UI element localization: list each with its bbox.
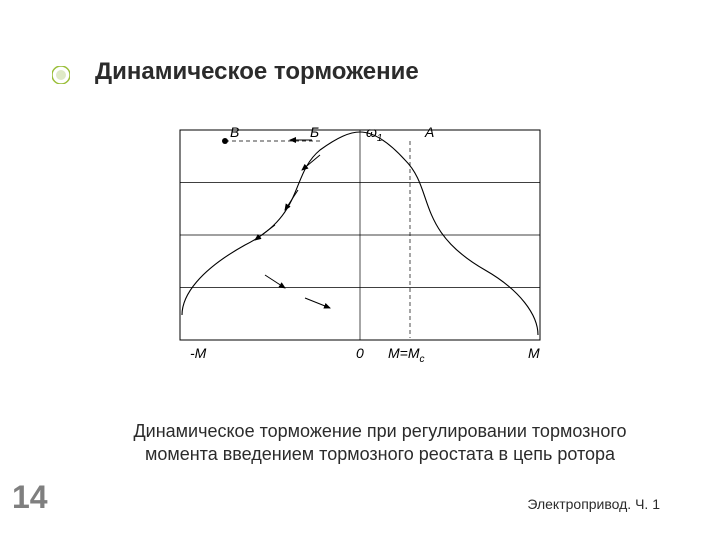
slide-title: Динамическое торможение [95, 58, 419, 86]
diagram-label: -М [190, 345, 206, 361]
diagram-label: Б [310, 124, 319, 140]
page-number: 14 [12, 479, 48, 516]
slide: Динамическое торможение 0 В Бω1 А -М М=Мс М Ди… [0, 0, 720, 540]
diagram-label: А [425, 124, 434, 140]
diagram-label: В [230, 124, 239, 140]
bullet-icon [52, 66, 70, 84]
slide-subtitle: Динамическое торможение при регулировани… [100, 420, 660, 465]
subtitle-line-1: Динамическое торможение при регулировани… [133, 421, 626, 441]
subtitle-line-2: момента введением тормозного реостата в … [145, 444, 615, 464]
braking-diagram: 0 В Бω1 А -М М=Мс М [170, 120, 550, 380]
diagram-label: М [528, 345, 540, 361]
diagram-label: М=Мс [388, 345, 425, 365]
diagram-label: ω1 [366, 124, 382, 144]
diagram-label: 0 [356, 345, 364, 361]
footer-text: Электропривод. Ч. 1 [527, 496, 660, 512]
